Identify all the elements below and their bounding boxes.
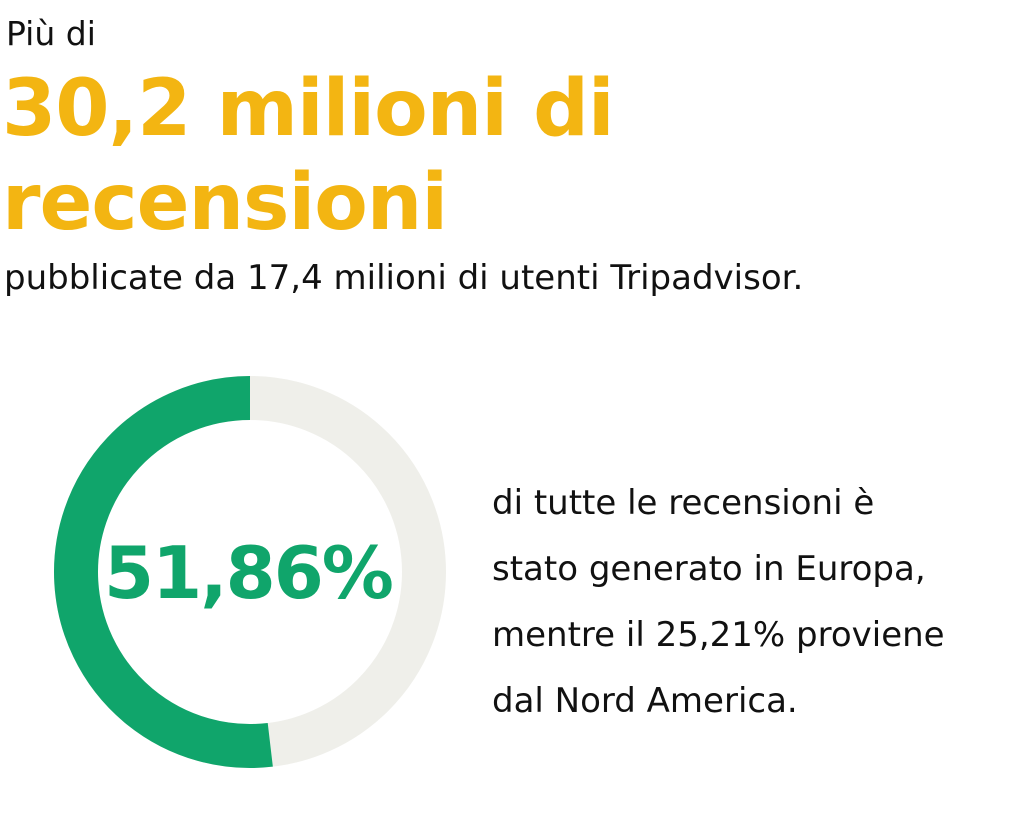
description-line-1: di tutte le recensioni è: [492, 483, 875, 523]
donut-chart: 51,86%: [54, 376, 446, 768]
headline-line-1: 30,2 milioni di: [2, 64, 615, 154]
donut-segment-europe: [54, 376, 273, 768]
chart-description: di tutte le recensioni è stato generato …: [492, 470, 945, 734]
description-line-2: stato generato in Europa,: [492, 549, 926, 589]
donut-center-label: 51,86%: [104, 531, 392, 615]
intro-text: Più di: [6, 14, 96, 53]
description-line-3: mentre il 25,21% proviene: [492, 615, 945, 655]
description-line-4: dal Nord America.: [492, 681, 798, 721]
headline-line-2: recensioni: [2, 158, 448, 248]
headline: 30,2 milioni di recensioni: [2, 62, 615, 250]
subline-text: pubblicate da 17,4 milioni di utenti Tri…: [4, 258, 804, 298]
